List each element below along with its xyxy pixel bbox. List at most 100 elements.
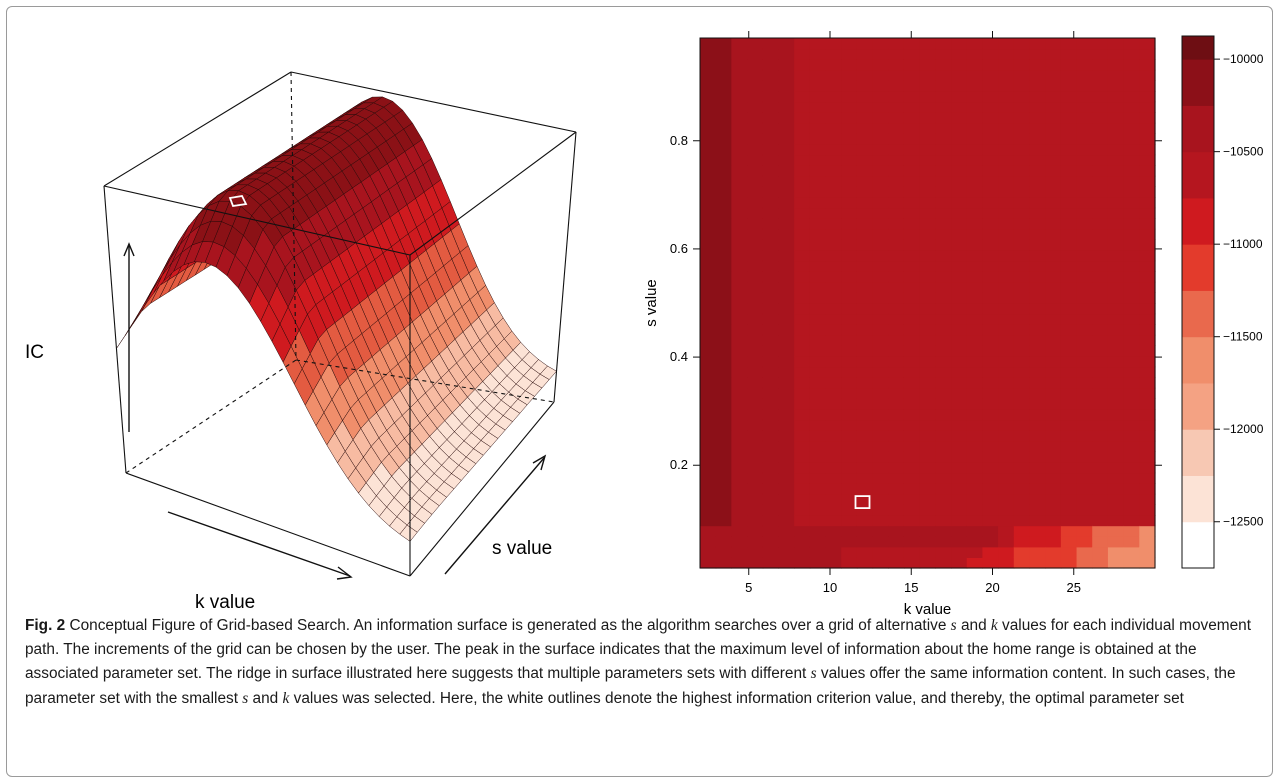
- heatmap-cell: [700, 154, 717, 166]
- heatmap-cell: [841, 197, 858, 209]
- heatmap-cell: [1060, 186, 1078, 198]
- heatmap-cell: [903, 133, 921, 145]
- heatmap-cell: [731, 207, 748, 219]
- heatmap-cell: [1123, 504, 1140, 516]
- heatmap-cell: [1092, 440, 1109, 452]
- heatmap-cell: [982, 536, 999, 548]
- heatmap-cell: [1013, 144, 1031, 156]
- heatmap-cell: [951, 409, 968, 421]
- heatmap-cell: [1139, 557, 1156, 569]
- heatmap-cell: [762, 207, 780, 219]
- heatmap-cell: [998, 356, 1015, 368]
- heatmap-cell: [872, 133, 889, 145]
- heatmap-cell: [903, 175, 921, 187]
- heatmap-cell: [1045, 260, 1062, 272]
- heatmap-cell: [762, 101, 780, 113]
- heatmap-cell: [919, 133, 936, 145]
- heatmap-cell: [1045, 483, 1062, 495]
- heatmap-cell: [982, 430, 999, 442]
- heatmap-cell: [1076, 345, 1093, 357]
- heatmap-cell: [715, 218, 732, 230]
- heatmap-cell: [794, 313, 811, 325]
- heatmap-cell: [903, 260, 921, 272]
- heatmap-cell: [1013, 440, 1031, 452]
- heatmap-cell: [1029, 324, 1046, 336]
- heatmap-cell: [715, 175, 732, 187]
- heatmap-cell: [1107, 430, 1125, 442]
- heatmap-cell: [731, 239, 748, 251]
- heatmap-cell: [1139, 504, 1156, 516]
- heatmap-cell: [1107, 387, 1125, 399]
- heatmap-cell: [888, 557, 905, 569]
- heatmap-cell: [1107, 557, 1125, 569]
- heatmap-cell: [700, 197, 717, 209]
- heatmap-cell: [1045, 218, 1062, 230]
- heatmap-cell: [982, 207, 999, 219]
- heatmap-cell: [919, 303, 936, 315]
- heatmap-cell: [888, 38, 905, 50]
- heatmap-cell: [982, 112, 999, 124]
- heatmap-cell: [794, 557, 811, 569]
- heatmap-cell: [809, 91, 827, 103]
- heatmap-cell: [1076, 313, 1093, 325]
- heatmap-cell: [872, 409, 889, 421]
- heatmap-cell: [935, 462, 952, 474]
- heatmap-cell: [1123, 197, 1140, 209]
- heatmap-cell: [1139, 525, 1156, 537]
- heatmap-cell: [762, 48, 780, 60]
- heatmap-cell: [794, 239, 811, 251]
- heatmap-cell: [1076, 303, 1093, 315]
- heatmap-cell: [825, 292, 842, 304]
- heatmap-cell: [935, 356, 952, 368]
- heatmap-cell: [700, 165, 717, 177]
- heatmap-cell: [966, 122, 984, 134]
- caption-var-s: s: [950, 617, 957, 634]
- heatmap-cell: [1107, 186, 1125, 198]
- heatmap-cell: [778, 387, 795, 399]
- heatmap-cell: [935, 48, 952, 60]
- heatmap-cell: [778, 345, 795, 357]
- heatmap-cell: [778, 260, 795, 272]
- heatmap-cell: [825, 377, 842, 389]
- heatmap-cell: [951, 260, 968, 272]
- heatmap-cell: [794, 112, 811, 124]
- heatmap-cell: [951, 292, 968, 304]
- heatmap-cell: [888, 218, 905, 230]
- heatmap-cell: [872, 239, 889, 251]
- heatmap-cell: [1045, 515, 1062, 527]
- heatmap-cell: [794, 165, 811, 177]
- heatmap-cell: [1029, 504, 1046, 516]
- heatmap-cell: [809, 525, 827, 537]
- heatmap-cell: [825, 260, 842, 272]
- heatmap-cell: [700, 133, 717, 145]
- heatmap-cell: [731, 165, 748, 177]
- heatmap-cell: [778, 69, 795, 81]
- heatmap-cell: [1013, 271, 1031, 283]
- heatmap-cell: [856, 250, 874, 262]
- heatmap-cell: [982, 175, 999, 187]
- heatmap-cell: [731, 493, 748, 505]
- heatmap-cell: [1060, 525, 1078, 537]
- heatmap-cell: [1045, 472, 1062, 484]
- heatmap-cell: [935, 451, 952, 463]
- heatmap-cell: [998, 525, 1015, 537]
- heatmap-cell: [1092, 515, 1109, 527]
- heatmap-cell: [1029, 409, 1046, 421]
- heatmap-cell: [700, 377, 717, 389]
- heatmap-cell: [951, 186, 968, 198]
- heatmap-cell: [1045, 69, 1062, 81]
- heatmap-cell: [1029, 483, 1046, 495]
- heatmap-cell: [998, 218, 1015, 230]
- heatmap-cell: [872, 186, 889, 198]
- x-tick-label: 10: [823, 580, 837, 595]
- heatmap-cell: [1076, 525, 1093, 537]
- heatmap-cell: [951, 546, 968, 558]
- heatmap-cell: [715, 38, 732, 50]
- heatmap-cell: [762, 451, 780, 463]
- heatmap-cell: [1076, 292, 1093, 304]
- heatmap-cell: [715, 207, 732, 219]
- heatmap-cell: [1013, 250, 1031, 262]
- heatmap-cell: [1139, 493, 1156, 505]
- heatmap-cell: [856, 112, 874, 124]
- heatmap-cell: [841, 303, 858, 315]
